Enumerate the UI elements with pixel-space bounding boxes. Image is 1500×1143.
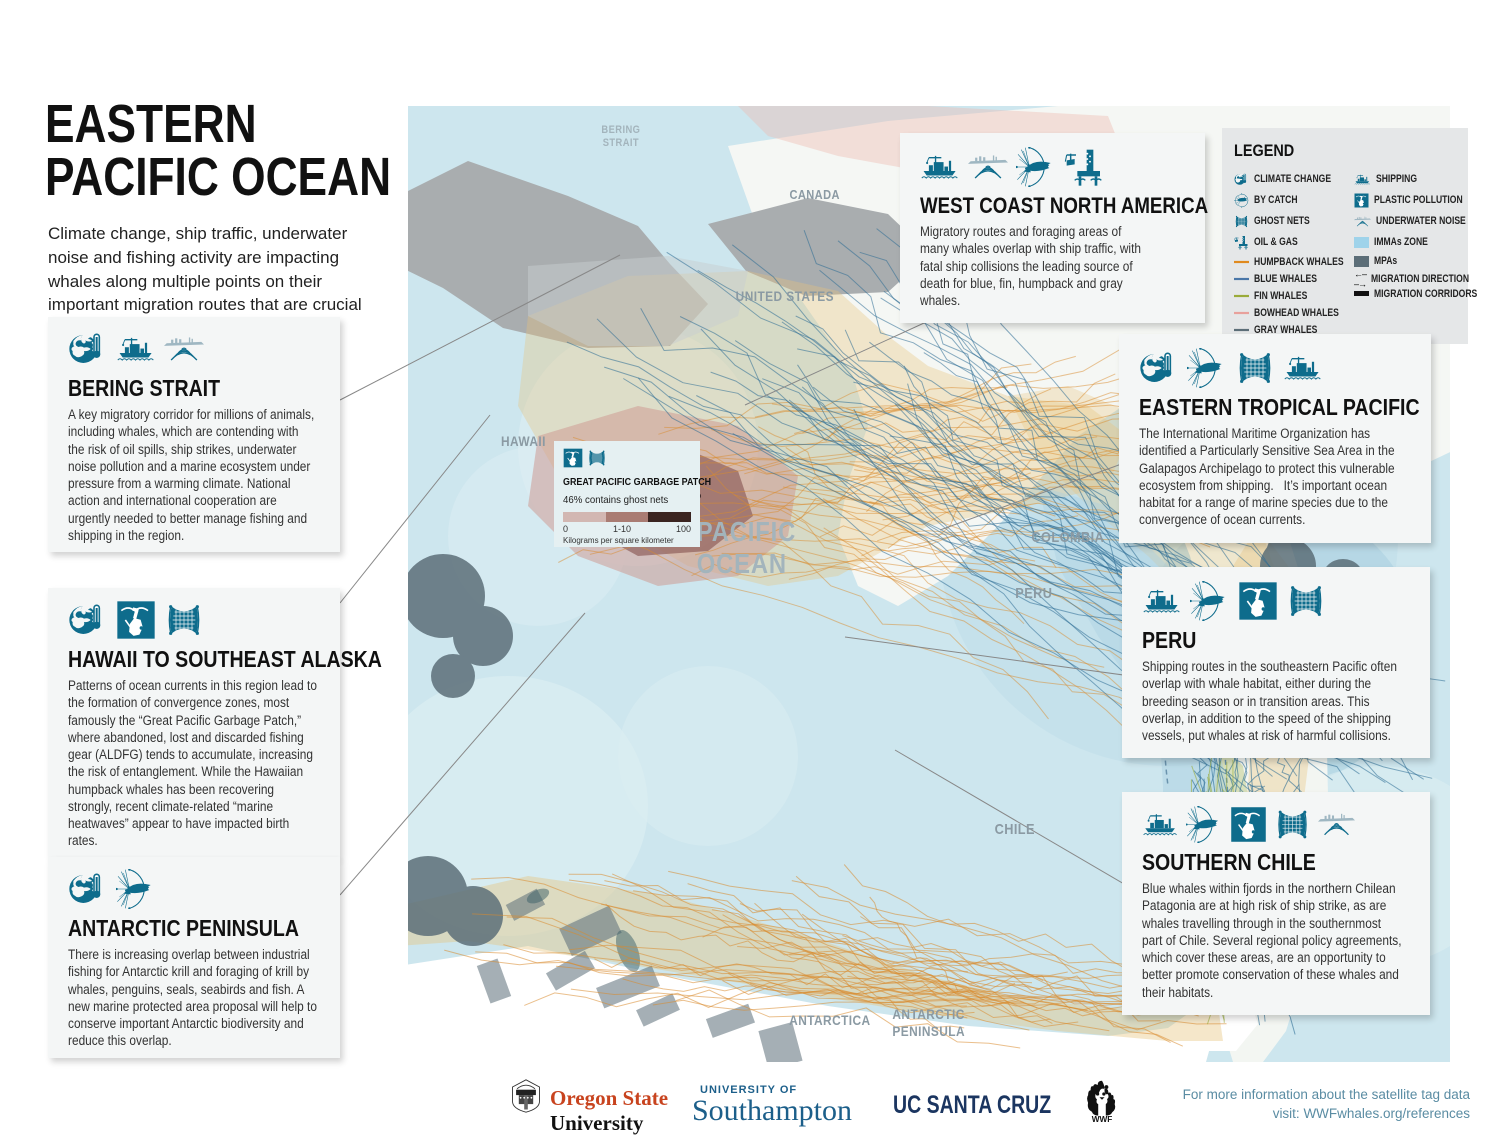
svg-text:WWF: WWF [1092, 1115, 1113, 1124]
